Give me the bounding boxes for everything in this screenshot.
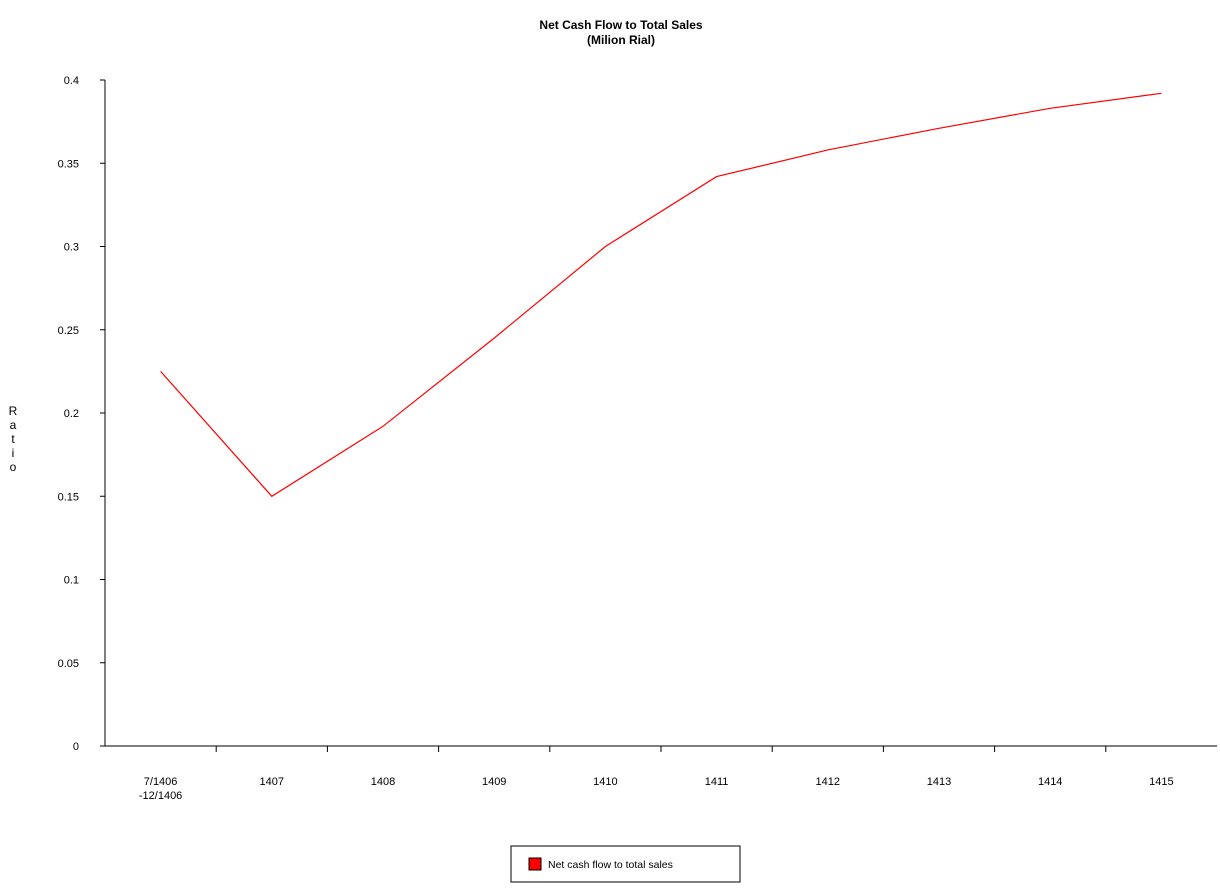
x-tick-label: 1408 xyxy=(371,776,395,788)
y-tick-label: 0.4 xyxy=(64,75,79,87)
series-line xyxy=(160,92,1162,498)
x-tick-label: 1414 xyxy=(1038,776,1062,788)
series-layer xyxy=(160,92,1162,498)
y-axis-ticks: 0 0.05 0.1 0.15 0.2 0.25 0.3 0.35 0.4 xyxy=(58,75,105,753)
y-axis-label-char: i xyxy=(12,446,15,460)
y-axis-label-char: R xyxy=(9,404,18,418)
y-tick-label: 0 xyxy=(73,741,79,753)
y-tick-label: 0.2 xyxy=(64,408,79,420)
y-tick-label: 0.05 xyxy=(58,658,79,670)
legend-label: Net cash flow to total sales xyxy=(548,859,673,871)
x-tick-label: 1411 xyxy=(705,776,729,788)
y-axis-label-char: o xyxy=(10,460,17,474)
legend: Net cash flow to total sales xyxy=(510,845,741,883)
x-tick-label: 7/1406 xyxy=(144,776,178,788)
x-tick-label: 1409 xyxy=(482,776,506,788)
y-tick-label: 0.15 xyxy=(58,491,79,503)
y-axis-label-char: a xyxy=(10,418,17,432)
y-axis-label-char: t xyxy=(11,432,15,446)
x-axis-ticks: 7/1406 -12/1406 1407 1408 1409 1410 1411 1412 14… xyxy=(139,746,1174,802)
x-tick-label: 1407 xyxy=(260,776,284,788)
y-tick-label: 0.25 xyxy=(58,325,79,337)
y-tick-label: 0.1 xyxy=(64,575,79,587)
x-tick-label: 1415 xyxy=(1149,776,1173,788)
legend-box xyxy=(510,845,741,883)
y-tick-label: 0.3 xyxy=(64,242,79,254)
x-tick-label: 1410 xyxy=(593,776,617,788)
chart-subtitle: (Milion Rial) xyxy=(587,33,655,47)
legend-swatch xyxy=(528,857,542,871)
chart-title: Net Cash Flow to Total Sales xyxy=(539,18,702,32)
y-tick-label: 0.35 xyxy=(58,158,79,170)
x-tick-label: 1412 xyxy=(816,776,840,788)
x-tick-label: 1413 xyxy=(927,776,951,788)
x-tick-label: -12/1406 xyxy=(139,790,182,802)
